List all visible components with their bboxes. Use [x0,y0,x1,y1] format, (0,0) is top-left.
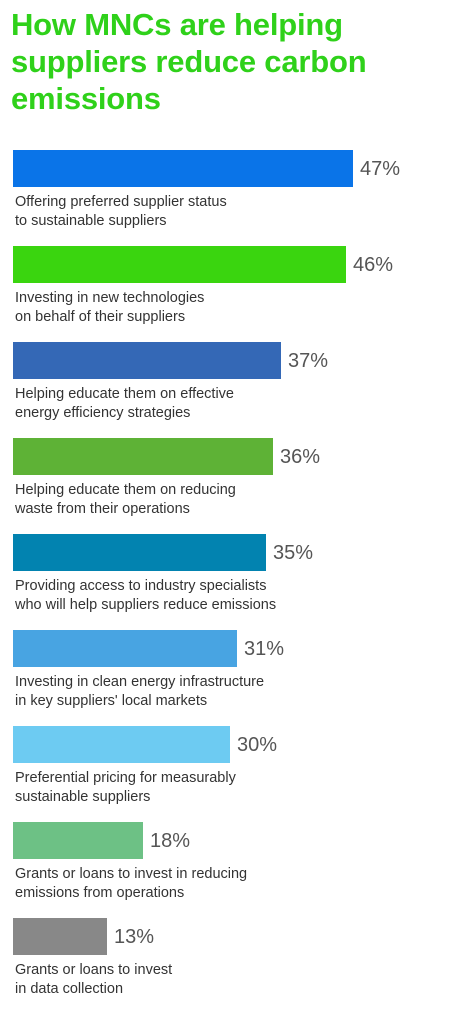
bar-value-label: 30% [237,734,278,756]
bar [13,342,281,379]
category-label-line: who will help suppliers reduce emissions [15,597,277,613]
bar-category-label: Grants or loans to invest in data collect… [15,961,435,999]
category-label-line: waste from their operations [15,501,190,517]
category-label-line: Investing in new technologies [15,290,205,306]
category-label-line: Providing access to industry specialists [15,578,267,594]
bar-value-label: 18% [150,830,191,852]
category-label-line: Helping educate them on effective [15,386,234,402]
category-label-line: in key suppliers' local markets [15,693,208,709]
bar-value-label: 47% [360,158,401,180]
bar-category-label: Preferential pricing for measurably susta… [15,769,435,807]
bar-category-label: Investing in clean energy infrastructure… [15,673,435,711]
bar [13,918,107,955]
bar [13,822,143,859]
category-label-line: Offering preferred supplier status [15,194,227,210]
bar-value-label: 37% [288,350,329,372]
bar-category-label: Helping educate them on effective energy … [15,385,435,423]
bar [13,150,353,187]
chart-title: How MNCs are helping suppliers reduce ca… [11,7,367,116]
bar [13,246,346,283]
bar-value-label: 46% [353,254,394,276]
category-label-line: to sustainable suppliers [15,213,167,229]
category-label-line: Helping educate them on reducing [15,482,236,498]
bar [13,726,230,763]
bar-category-label: Investing in new technologies on behalf o… [15,289,435,327]
category-label-line: Preferential pricing for measurably [15,770,236,786]
bar-category-label: Providing access to industry specialists… [15,577,435,615]
category-label-line: Investing in clean energy infrastructure [15,674,265,690]
bar-value-label: 31% [244,638,285,660]
category-label-line: sustainable suppliers [15,789,151,805]
category-label-line: emissions from operations [15,885,185,901]
category-label-line: energy efficiency strategies [15,405,191,421]
bar-value-label: 36% [280,446,321,468]
bar [13,630,237,667]
bar-category-label: Helping educate them on reducing waste fr… [15,481,435,519]
bar-category-label: Grants or loans to invest in reducing emi… [15,865,435,903]
category-label-line: Grants or loans to invest [15,962,173,978]
bar [13,438,273,475]
bar-category-label: Offering preferred supplier status to sus… [15,193,435,231]
bar-value-label: 13% [114,926,155,948]
category-label-line: on behalf of their suppliers [15,309,186,325]
bar-value-label: 35% [273,542,314,564]
category-label-line: Grants or loans to invest in reducing [15,866,248,882]
category-label-line: in data collection [15,981,124,997]
bar [13,534,266,571]
